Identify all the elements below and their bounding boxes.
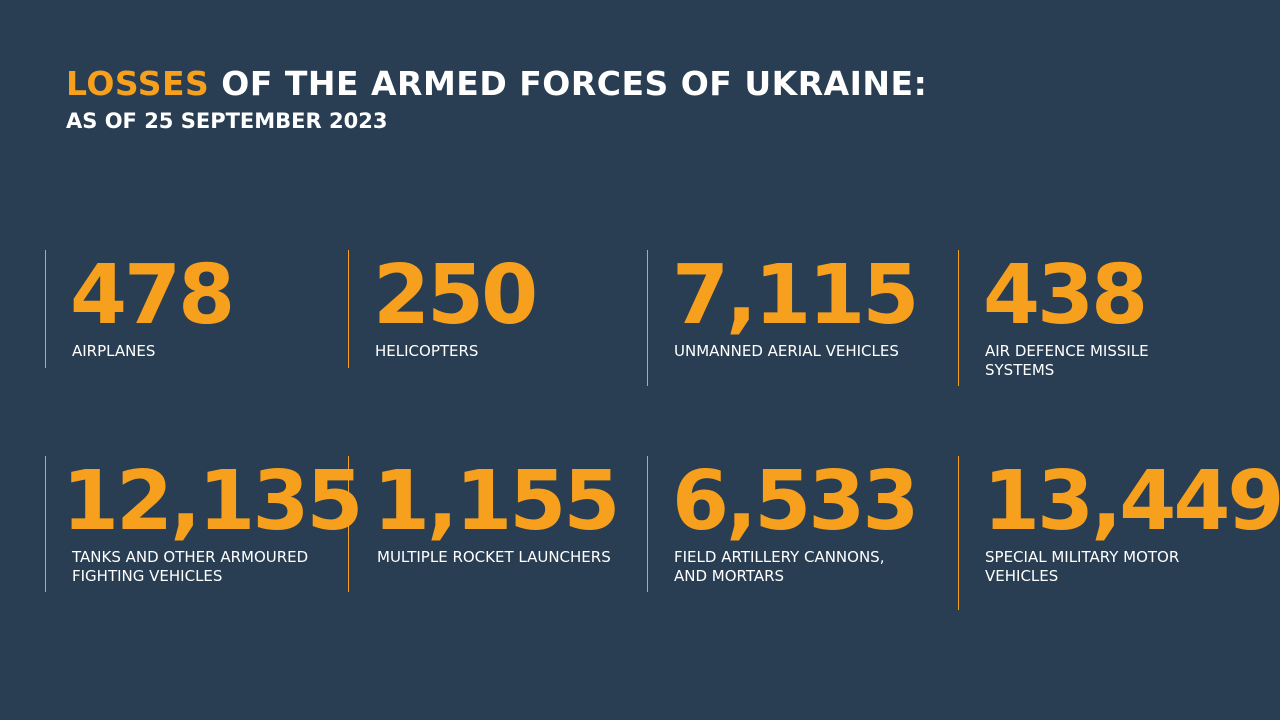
stat-value: 12,135 bbox=[62, 454, 363, 549]
stat-uav: 7,115 UNMANNED AERIAL VEHICLES bbox=[647, 250, 938, 386]
stat-label: AIRPLANES bbox=[72, 342, 155, 361]
title-accent-word: LOSSES bbox=[66, 64, 210, 103]
stat-label-line: AIRPLANES bbox=[72, 342, 156, 360]
stat-label-line: SPECIAL MILITARY MOTOR bbox=[985, 548, 1180, 566]
stat-label-line: HELICOPTERS bbox=[375, 342, 479, 360]
stat-label-line: FIGHTING VEHICLES bbox=[72, 567, 223, 585]
stat-label-line: MULTIPLE ROCKET LAUNCHERS bbox=[377, 548, 611, 566]
title-rest: OF THE ARMED FORCES OF UKRAINE: bbox=[209, 64, 928, 103]
stat-airplanes: 478 AIRPLANES bbox=[45, 250, 336, 368]
page-title: LOSSES OF THE ARMED FORCES OF UKRAINE: bbox=[66, 64, 927, 104]
stat-label-line: AND MORTARS bbox=[674, 567, 785, 585]
stat-value: 13,449 bbox=[983, 454, 1280, 549]
stat-label: FIELD ARTILLERY CANNONS, AND MORTARS bbox=[674, 548, 884, 586]
stat-tanks: 12,135 TANKS AND OTHER ARMOURED FIGHTING… bbox=[45, 456, 363, 592]
stat-label: MULTIPLE ROCKET LAUNCHERS bbox=[377, 548, 611, 567]
stat-label: SPECIAL MILITARY MOTOR VEHICLES bbox=[985, 548, 1179, 586]
stat-label-line: UNMANNED AERIAL VEHICLES bbox=[674, 342, 899, 360]
stat-value: 1,155 bbox=[373, 454, 620, 549]
stat-value: 438 bbox=[983, 248, 1148, 343]
stat-value: 478 bbox=[70, 248, 235, 343]
stat-label-line: TANKS AND OTHER ARMOURED bbox=[72, 548, 309, 566]
stat-label: HELICOPTERS bbox=[375, 342, 478, 361]
stat-mlrs: 1,155 MULTIPLE ROCKET LAUNCHERS bbox=[348, 456, 639, 592]
stat-label-line: FIELD ARTILLERY CANNONS, bbox=[674, 548, 885, 566]
stat-value: 7,115 bbox=[672, 248, 919, 343]
stat-motor-vehicles: 13,449 SPECIAL MILITARY MOTOR VEHICLES bbox=[958, 456, 1280, 610]
stat-artillery: 6,533 FIELD ARTILLERY CANNONS, AND MORTA… bbox=[647, 456, 948, 592]
stat-label: AIR DEFENCE MISSILE SYSTEMS bbox=[985, 342, 1149, 380]
stat-air-defence: 438 AIR DEFENCE MISSILE SYSTEMS bbox=[958, 250, 1259, 386]
stat-label-line: AIR DEFENCE MISSILE bbox=[985, 342, 1149, 360]
stat-value: 6,533 bbox=[672, 454, 919, 549]
stat-label-line: VEHICLES bbox=[985, 567, 1059, 585]
stat-label-line: SYSTEMS bbox=[985, 361, 1055, 379]
stat-label: UNMANNED AERIAL VEHICLES bbox=[674, 342, 899, 361]
page-subtitle: AS OF 25 SEPTEMBER 2023 bbox=[66, 109, 388, 133]
stat-label: TANKS AND OTHER ARMOURED FIGHTING VEHICL… bbox=[72, 548, 308, 586]
stat-helicopters: 250 HELICOPTERS bbox=[348, 250, 629, 368]
stat-value: 250 bbox=[373, 248, 538, 343]
